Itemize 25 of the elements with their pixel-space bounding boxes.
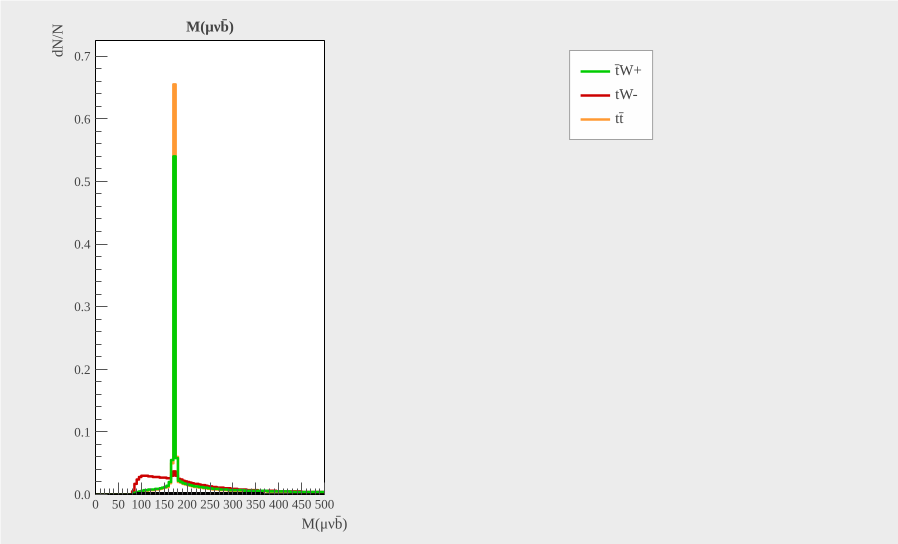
y-tick-label: 0.3 bbox=[74, 299, 90, 314]
legend-label: t̄W+ bbox=[615, 62, 642, 80]
y-tick-label: 0.2 bbox=[74, 362, 90, 377]
x-axis-title: M(μνb̄) bbox=[302, 515, 348, 532]
y-tick-label: 0.7 bbox=[74, 48, 91, 64]
y-tick-label: 0.1 bbox=[74, 424, 90, 440]
x-tick-label: 100 bbox=[132, 496, 152, 512]
x-tick-label: 500 bbox=[314, 496, 334, 512]
x-tick-label: 400 bbox=[268, 496, 288, 512]
y-axis-title: dN/N bbox=[50, 24, 66, 58]
legend-label: tt̄ bbox=[615, 110, 624, 128]
x-tick-label: 450 bbox=[292, 496, 312, 512]
x-tick-label: 350 bbox=[246, 496, 266, 512]
y-tick-label: 0.0 bbox=[74, 487, 90, 502]
x-tick-label: 300 bbox=[223, 496, 243, 512]
x-tick-label: 200 bbox=[177, 496, 197, 512]
x-tick-label: 50 bbox=[112, 496, 125, 512]
chart-title: M(μνb̄) bbox=[186, 18, 234, 36]
y-tick-label: 0.5 bbox=[74, 174, 90, 189]
y-tick-label: 0.4 bbox=[74, 236, 91, 252]
y-tick-label: 0.6 bbox=[74, 111, 91, 126]
x-tick-label: 250 bbox=[200, 496, 220, 512]
legend-label: tW- bbox=[615, 86, 638, 104]
x-tick-label: 150 bbox=[154, 496, 174, 512]
x-tick-label: 0 bbox=[92, 496, 99, 512]
